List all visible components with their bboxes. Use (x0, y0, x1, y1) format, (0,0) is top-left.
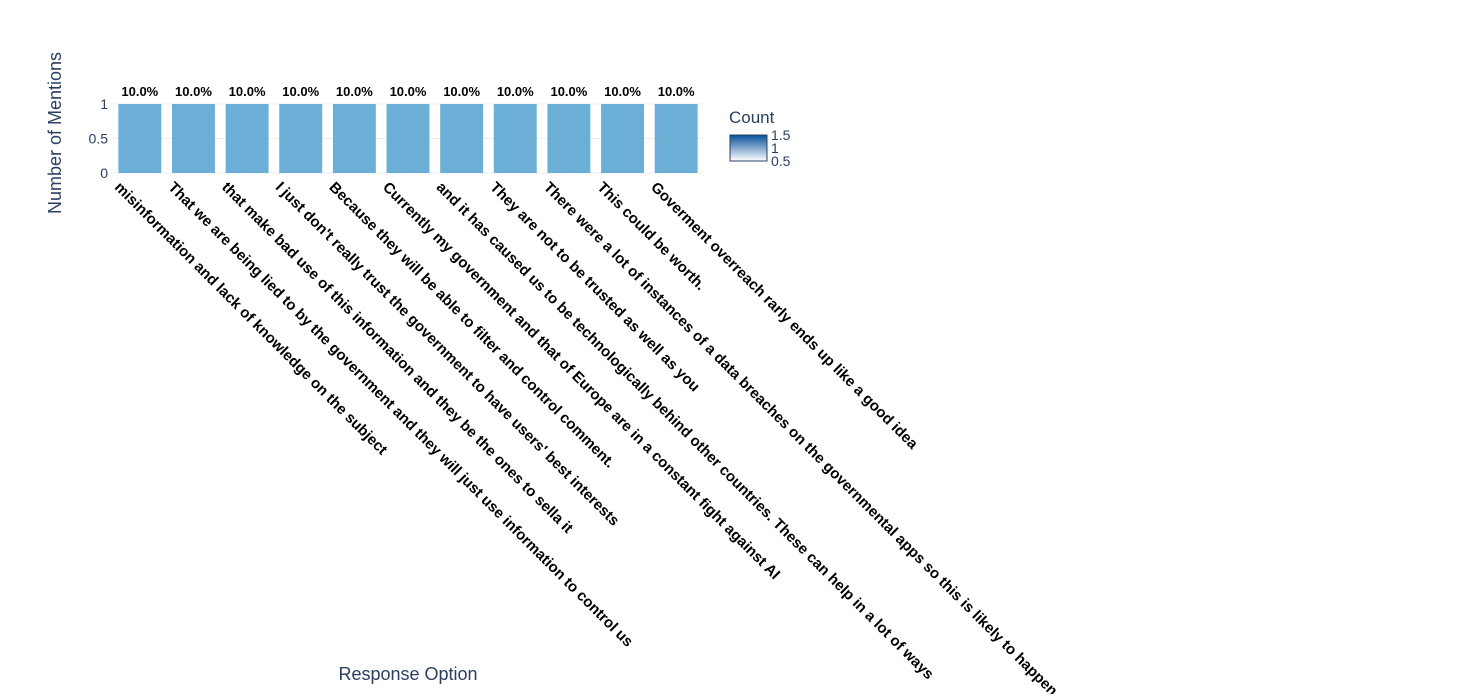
bar (225, 104, 269, 173)
bar (172, 104, 215, 173)
bar-data-label: 10.0% (443, 84, 480, 99)
bar-data-label: 10.0% (390, 84, 427, 99)
colorbar-tick-label: 0.5 (771, 153, 791, 169)
bar (386, 104, 430, 173)
y-axis-ticks: 00.51 (89, 96, 109, 181)
bar (440, 104, 484, 173)
y-tick-label: 1 (100, 96, 108, 112)
x-axis-category-labels: misinformation and lack of knowledge on … (111, 179, 1091, 699)
bar (493, 104, 537, 173)
data-labels: 10.0% 10.0% 10.0% 10.0% 10.0% 10.0% 10.0% 10.0%… (121, 84, 695, 99)
bar (654, 104, 698, 173)
bar-data-label: 10.0% (658, 84, 695, 99)
colorbar-legend: Count 1.5 1 0.5 (729, 108, 791, 169)
bar (118, 104, 162, 173)
bar (332, 104, 376, 173)
bar (601, 104, 644, 173)
bar (547, 104, 591, 173)
bars (118, 104, 698, 173)
colorbar-tick-label: 1.5 (771, 127, 791, 143)
bar (279, 104, 323, 173)
x-category-label: I just don't really trust the government… (272, 179, 623, 530)
colorbar-title: Count (729, 108, 775, 127)
bar-data-label: 10.0% (497, 84, 534, 99)
y-tick-label: 0 (100, 165, 108, 181)
bar-data-label: 10.0% (121, 84, 158, 99)
x-axis-title: Response Option (338, 664, 477, 684)
bar-data-label: 10.0% (229, 84, 266, 99)
bar-data-label: 10.0% (550, 84, 587, 99)
x-category-label: and it has caused us to be technological… (433, 179, 937, 683)
bar-data-label: 10.0% (336, 84, 373, 99)
bar-data-label: 10.0% (282, 84, 319, 99)
bar-data-label: 10.0% (175, 84, 212, 99)
x-category-label: There were a lot of instances of a data … (540, 179, 1091, 694)
x-category-label: that make bad use of this information an… (218, 179, 576, 537)
colorbar-gradient (729, 134, 768, 162)
y-tick-label: 0.5 (89, 131, 109, 147)
x-category-label: Currently my government and that of Euro… (379, 179, 783, 583)
bar-data-label: 10.0% (604, 84, 641, 99)
y-axis-title: Number of Mentions (45, 52, 65, 214)
colorbar-tick-label: 1 (771, 140, 779, 156)
